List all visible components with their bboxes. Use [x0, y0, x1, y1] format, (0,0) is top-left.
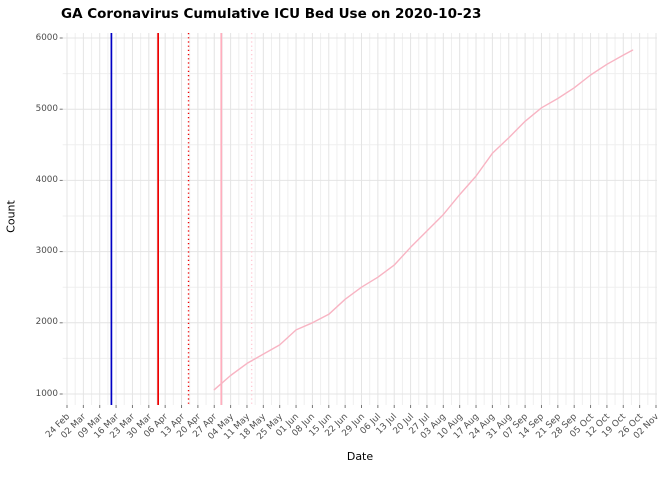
y-tick-label: 3000	[35, 246, 58, 257]
gridlines-major	[62, 33, 657, 405]
axis-tick-marks	[59, 37, 657, 408]
y-tick-label: 1000	[35, 388, 58, 399]
x-axis-title: Date	[346, 450, 374, 463]
y-tick-label: 4000	[35, 174, 58, 185]
y-tick-label: 6000	[35, 32, 58, 43]
chart-title: GA Coronavirus Cumulative ICU Bed Use on…	[61, 6, 482, 22]
reference-vlines	[110, 33, 253, 405]
gridlines-minor	[62, 33, 657, 405]
icu-cumulative-line	[213, 49, 634, 391]
y-tick-label: 2000	[35, 317, 58, 328]
y-tick-label: 5000	[35, 103, 58, 114]
